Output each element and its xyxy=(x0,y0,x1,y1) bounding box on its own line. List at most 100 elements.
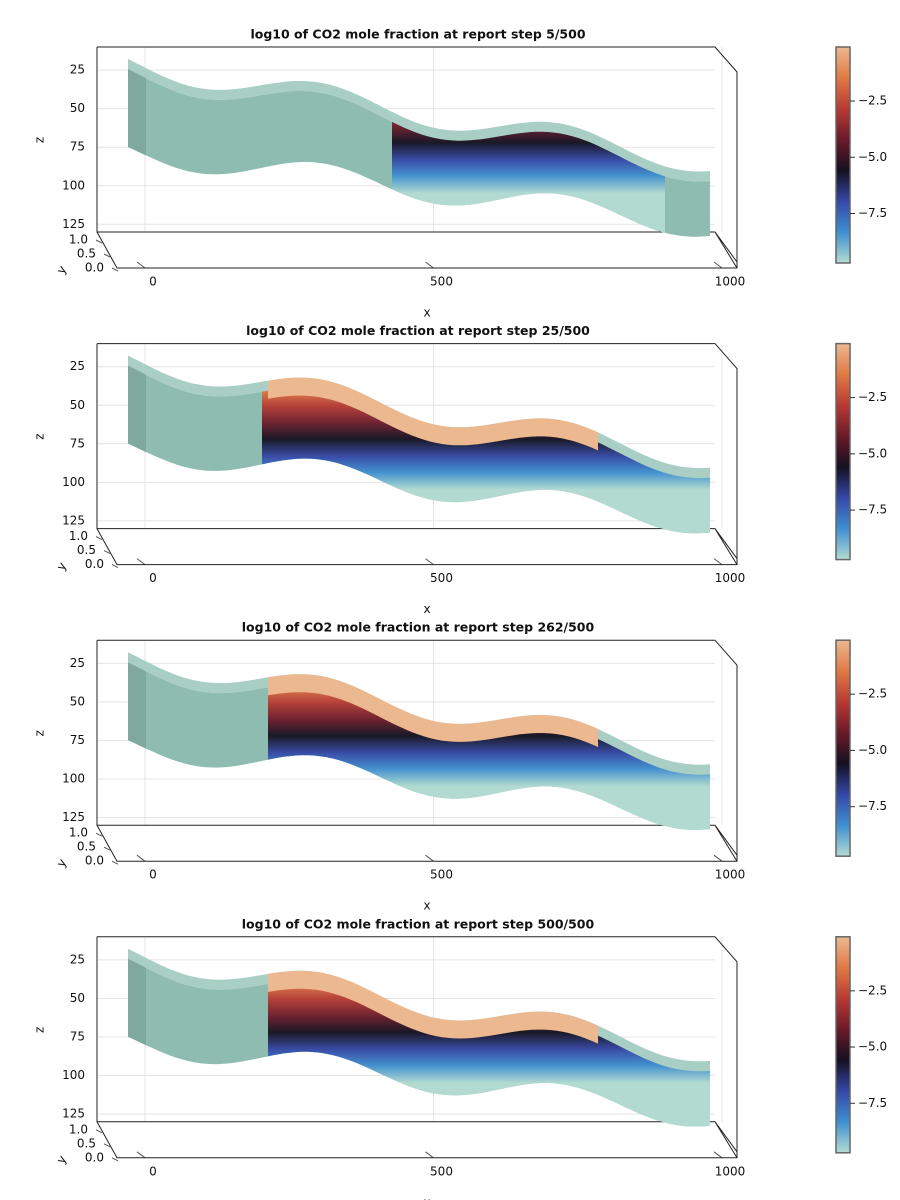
x-tick-label: 500 xyxy=(430,571,453,585)
x-tick xyxy=(425,558,434,565)
y-tick-label: 1.0 xyxy=(69,233,88,247)
z-axis-label: z xyxy=(33,1027,47,1033)
z-tick-label: 100 xyxy=(62,771,85,785)
y-tick xyxy=(95,239,103,244)
colorbar xyxy=(835,46,851,264)
z-tick-label: 50 xyxy=(70,694,85,708)
y-tick xyxy=(95,832,103,837)
y-tick xyxy=(103,1143,111,1148)
x-tick xyxy=(713,854,723,862)
x-axis-label: x xyxy=(423,602,430,616)
y-tick-label: 0.5 xyxy=(77,840,96,854)
y-tick xyxy=(95,536,103,541)
x-tick xyxy=(136,261,146,269)
chart-title: log10 of CO2 mole fraction at report ste… xyxy=(242,620,595,635)
colorbar-tick-label: −7.5 xyxy=(858,1096,887,1110)
x-tick-label: 1000 xyxy=(715,868,746,882)
colorbar-tick-label: −5.0 xyxy=(858,1040,887,1054)
x-tick-label: 0 xyxy=(149,275,157,289)
co2-cap xyxy=(268,674,598,747)
x-tick-label: 0 xyxy=(149,1164,157,1178)
chart-title: log10 of CO2 mole fraction at report ste… xyxy=(242,916,595,931)
z-tick-label: 75 xyxy=(70,1030,85,1044)
y-tick-label: 0.0 xyxy=(85,1150,104,1164)
y-axis-label: y xyxy=(54,263,70,276)
chart-title: log10 of CO2 mole fraction at report ste… xyxy=(250,27,585,42)
y-tick-label: 0.0 xyxy=(85,854,104,868)
z-tick-label: 75 xyxy=(70,140,85,154)
y-tick-label: 1.0 xyxy=(69,1122,88,1136)
x-tick xyxy=(713,261,723,269)
z-tick-label: 100 xyxy=(62,475,85,489)
y-tick xyxy=(111,1157,119,1162)
axis-frame xyxy=(96,343,738,566)
y-tick-label: 0.0 xyxy=(85,557,104,571)
z-tick-label: 125 xyxy=(62,1107,85,1121)
x-tick-label: 0 xyxy=(149,571,157,585)
z-tick-label: 100 xyxy=(62,178,85,192)
y-tick xyxy=(95,1129,103,1134)
z-tick-label: 25 xyxy=(70,656,85,670)
chart-title: log10 of CO2 mole fraction at report ste… xyxy=(246,323,590,338)
co2-cap xyxy=(268,377,598,451)
y-tick xyxy=(103,253,111,258)
z-tick-label: 50 xyxy=(70,991,85,1005)
z-tick-label: 125 xyxy=(62,217,85,231)
x-tick-label: 500 xyxy=(430,868,453,882)
z-tick-label: 100 xyxy=(62,1068,85,1082)
colorbar-tick-label: −2.5 xyxy=(858,687,887,701)
surface-top xyxy=(128,59,710,182)
y-tick xyxy=(111,564,119,569)
colorbar-tick-label: −7.5 xyxy=(858,206,887,220)
x-tick xyxy=(136,854,146,862)
y-axis-label: y xyxy=(54,1153,70,1166)
z-tick-label: 25 xyxy=(70,63,85,77)
x-tick-label: 500 xyxy=(430,275,453,289)
x-tick-label: 1000 xyxy=(715,1164,746,1178)
x-tick xyxy=(136,1151,146,1159)
z-axis-label: z xyxy=(33,730,47,736)
x-tick xyxy=(713,558,723,565)
x-tick-label: 1000 xyxy=(715,275,746,289)
x-axis-label: x xyxy=(423,306,430,320)
y-tick xyxy=(111,267,119,272)
z-tick-label: 125 xyxy=(62,513,85,527)
x-axis-label: x xyxy=(423,1195,430,1200)
z-axis-label: z xyxy=(33,137,47,143)
colorbar-tick-label: −5.0 xyxy=(858,446,887,460)
colorbar-tick-label: −2.5 xyxy=(858,94,887,108)
x-tick xyxy=(713,1151,723,1159)
z-tick-label: 50 xyxy=(70,398,85,412)
y-tick-label: 0.0 xyxy=(85,261,104,275)
y-tick-label: 1.0 xyxy=(69,826,88,840)
colorbar-tick-label: −7.5 xyxy=(858,503,887,517)
y-tick xyxy=(103,846,111,851)
z-tick-label: 25 xyxy=(70,952,85,966)
colorbar xyxy=(835,639,851,857)
z-tick-label: 75 xyxy=(70,733,85,747)
y-axis-label: y xyxy=(54,560,70,573)
x-axis-label: x xyxy=(423,899,430,913)
z-tick-label: 125 xyxy=(62,810,85,824)
axis-frame xyxy=(96,46,738,269)
colorbar xyxy=(835,936,851,1154)
y-axis-label: y xyxy=(54,856,70,869)
z-tick-label: 25 xyxy=(70,359,85,373)
y-tick-label: 0.5 xyxy=(77,543,96,557)
x-tick xyxy=(425,1151,434,1159)
y-tick-label: 0.5 xyxy=(77,1136,96,1150)
colorbar-tick-label: −2.5 xyxy=(858,390,887,404)
colorbar-tick-label: −2.5 xyxy=(858,983,887,997)
x-tick-label: 0 xyxy=(149,868,157,882)
colorbar-tick-label: −7.5 xyxy=(858,799,887,813)
x-tick xyxy=(425,854,434,862)
z-axis-label: z xyxy=(33,433,47,439)
colorbar-tick-label: −5.0 xyxy=(858,150,887,164)
co2-plume xyxy=(392,69,665,237)
x-tick-label: 500 xyxy=(430,1164,453,1178)
colorbar xyxy=(835,342,851,561)
axis-frame xyxy=(96,639,738,862)
axis-frame xyxy=(96,936,738,1159)
x-tick xyxy=(425,261,434,269)
